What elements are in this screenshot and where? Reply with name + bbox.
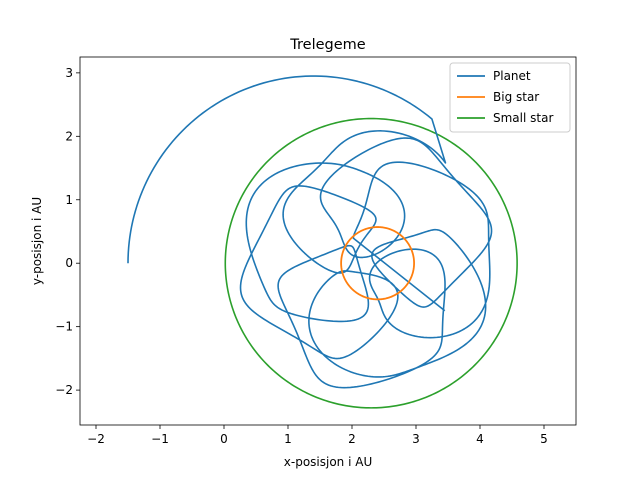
chart-title: Trelegeme xyxy=(289,37,365,53)
x-tick-label: −2 xyxy=(87,432,105,446)
x-tick-label: 3 xyxy=(412,432,420,446)
plot-frame xyxy=(79,56,577,426)
y-tick-label: −1 xyxy=(55,320,73,334)
planet-trajectory xyxy=(127,75,493,389)
legend-label: Planet xyxy=(493,69,531,83)
legend-label: Big star xyxy=(493,90,539,104)
x-axis: −2 −1 0 1 2 3 4 5 xyxy=(87,425,548,446)
x-tick-label: 0 xyxy=(220,432,228,446)
y-tick-label: −2 xyxy=(55,383,73,397)
legend-label: Small star xyxy=(493,111,553,125)
y-axis-label: y-posisjon i AU xyxy=(30,197,44,285)
legend-box xyxy=(449,62,571,133)
big-star-orbit xyxy=(340,226,415,301)
x-tick-label: 2 xyxy=(348,432,356,446)
small-star-orbit xyxy=(224,117,518,409)
x-tick-label: 1 xyxy=(284,432,292,446)
x-tick-label: 4 xyxy=(476,432,484,446)
legend: Planet Big star Small star xyxy=(449,62,571,133)
y-axis: −2 −1 0 1 2 3 xyxy=(55,66,80,397)
y-tick-label: 0 xyxy=(65,256,73,270)
x-tick-label: −1 xyxy=(151,432,169,446)
x-tick-label: 5 xyxy=(540,432,548,446)
x-axis-label: x-posisjon i AU xyxy=(284,455,372,469)
y-tick-label: 3 xyxy=(65,66,73,80)
y-tick-label: 2 xyxy=(65,129,73,143)
series-layer xyxy=(127,75,518,409)
y-tick-label: 1 xyxy=(65,193,73,207)
